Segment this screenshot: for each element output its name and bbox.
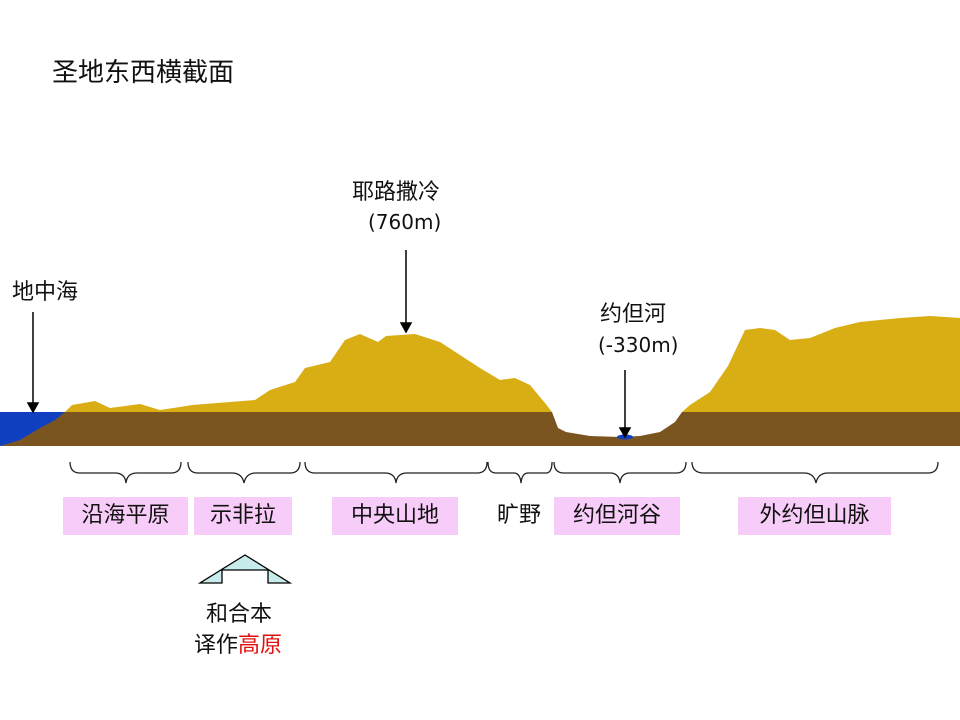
region-jordan-valley: 约但河谷 <box>554 497 680 535</box>
region-coastal-plain: 沿海平原 <box>63 497 188 535</box>
region-wilderness: 旷野 <box>496 503 541 528</box>
ground-layer <box>0 412 960 446</box>
jordan-label: 约但河 <box>600 302 667 327</box>
sea-label: 地中海 <box>12 280 79 305</box>
region-transjordan-mountains: 外约但山脉 <box>738 497 891 535</box>
jordan-elevation: (-330m) <box>598 333 679 357</box>
note-prefix: 译作 <box>194 633 239 658</box>
up-arrow-icon <box>197 554 293 584</box>
page-title: 圣地东西横截面 <box>52 58 235 88</box>
jerusalem-elevation: (760m) <box>368 210 442 234</box>
western-highlands <box>65 334 552 412</box>
region-shephelah: 示非拉 <box>194 497 292 535</box>
note-highlight: 高原 <box>238 633 283 658</box>
jerusalem-label: 耶路撒冷 <box>352 180 441 205</box>
region-central-highlands: 中央山地 <box>332 497 458 535</box>
note-line2: 译作高原 <box>194 627 282 659</box>
note-line1: 和合本 <box>206 602 273 627</box>
transjordan-mountains <box>682 316 960 412</box>
region-braces <box>69 461 939 484</box>
